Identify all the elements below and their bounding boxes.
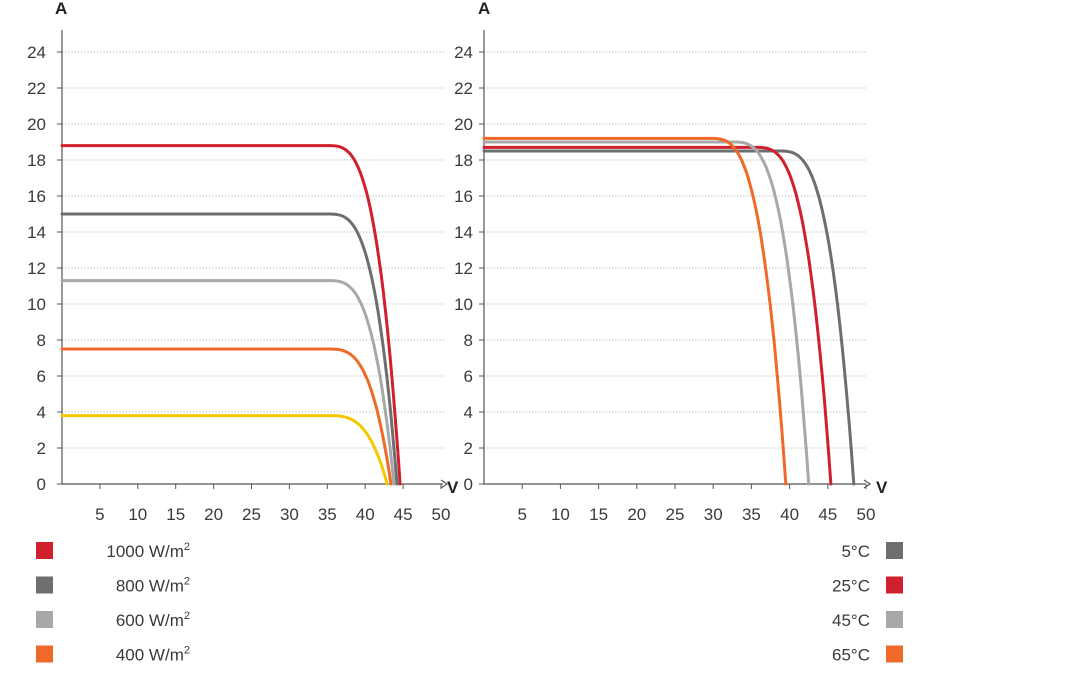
y-tick-label: 4 <box>37 403 46 422</box>
legend-swatch <box>36 645 53 663</box>
legend-swatch <box>886 576 903 594</box>
x-tick-label: 50 <box>857 505 876 524</box>
series-line <box>482 140 811 486</box>
y-tick-label: 18 <box>454 151 473 170</box>
y-axis-unit: A <box>55 0 67 18</box>
y-tick-label: 8 <box>37 331 46 350</box>
series-line <box>482 149 856 486</box>
x-axis-unit: V <box>447 478 459 497</box>
x-tick-label: 30 <box>704 505 723 524</box>
series-line <box>60 414 389 486</box>
legend-label: 800 W/m2 <box>116 576 190 596</box>
y-tick-label: 14 <box>27 223 46 242</box>
x-tick-label: 40 <box>356 505 375 524</box>
y-tick-label: 24 <box>454 43 473 62</box>
y-tick-label: 16 <box>27 187 46 206</box>
legend-swatch <box>886 645 903 663</box>
y-tick-label: 2 <box>464 439 473 458</box>
y-tick-label: 6 <box>37 367 46 386</box>
x-tick-label: 40 <box>780 505 799 524</box>
y-tick-label: 22 <box>454 79 473 98</box>
legend-label: 600 W/m2 <box>116 610 190 630</box>
x-tick-label: 45 <box>394 505 413 524</box>
y-axis-unit: A <box>478 0 490 18</box>
legend-label: 400 W/m2 <box>116 645 190 665</box>
x-tick-label: 10 <box>551 505 570 524</box>
series-line <box>482 145 833 486</box>
x-tick-label: 15 <box>589 505 608 524</box>
y-tick-label: 12 <box>27 259 46 278</box>
y-tick-label: 4 <box>464 403 473 422</box>
series-line <box>60 347 393 486</box>
x-axis-unit: V <box>876 478 888 497</box>
legend-label: 1000 W/m2 <box>106 541 190 561</box>
series-line <box>60 212 399 486</box>
x-tick-label: 5 <box>95 505 104 524</box>
y-tick-label: 2 <box>37 439 46 458</box>
legend-swatch <box>36 611 53 628</box>
y-tick-label: 20 <box>27 115 46 134</box>
y-tick-label: 20 <box>454 115 473 134</box>
legend-swatch <box>886 542 903 559</box>
x-tick-label: 20 <box>627 505 646 524</box>
x-tick-label: 35 <box>742 505 761 524</box>
y-tick-label: 12 <box>454 259 473 278</box>
x-tick-label: 45 <box>818 505 837 524</box>
legend-label: 25°C <box>832 577 870 596</box>
y-tick-label: 14 <box>454 223 473 242</box>
y-tick-label: 8 <box>464 331 473 350</box>
x-tick-label: 25 <box>666 505 685 524</box>
legend-swatch <box>886 611 903 628</box>
legend-swatch <box>36 542 53 559</box>
y-tick-label: 0 <box>37 475 46 494</box>
y-tick-label: 22 <box>27 79 46 98</box>
y-tick-label: 0 <box>464 475 473 494</box>
x-axis-arrow <box>863 479 872 489</box>
x-tick-label: 5 <box>517 505 526 524</box>
y-tick-label: 10 <box>27 295 46 314</box>
legend-label: 45°C <box>832 611 870 630</box>
y-tick-label: 18 <box>27 151 46 170</box>
x-tick-label: 50 <box>432 505 451 524</box>
x-tick-label: 35 <box>318 505 337 524</box>
x-tick-label: 30 <box>280 505 299 524</box>
x-tick-label: 10 <box>128 505 147 524</box>
legend-label: 5°C <box>841 542 870 561</box>
y-tick-label: 10 <box>454 295 473 314</box>
x-axis-arrow <box>440 479 449 489</box>
x-tick-label: 25 <box>242 505 261 524</box>
legend-swatch <box>36 576 53 594</box>
y-tick-label: 16 <box>454 187 473 206</box>
y-tick-label: 6 <box>464 367 473 386</box>
x-tick-label: 15 <box>166 505 185 524</box>
x-tick-label: 20 <box>204 505 223 524</box>
series-line <box>60 279 396 486</box>
legend-label: 65°C <box>832 646 870 665</box>
series-line <box>482 136 788 486</box>
y-tick-label: 24 <box>27 43 46 62</box>
series-line <box>60 144 402 486</box>
